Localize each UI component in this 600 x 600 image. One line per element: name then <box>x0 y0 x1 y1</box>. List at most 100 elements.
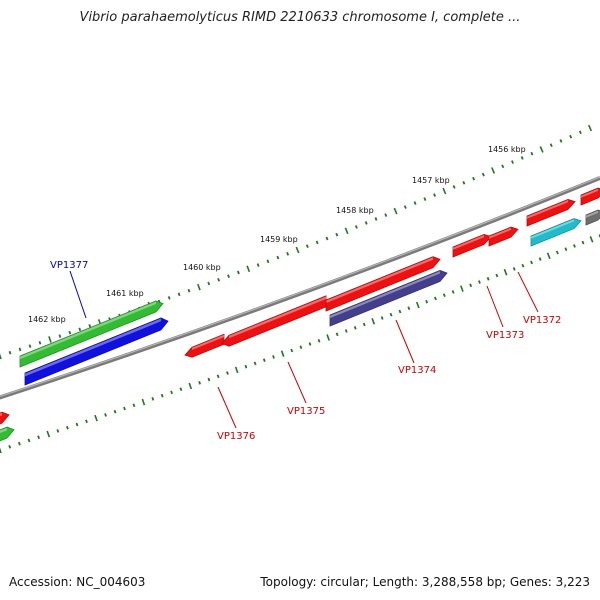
inner-tick <box>326 334 330 341</box>
outer-tick <box>559 139 563 143</box>
leader-line <box>517 271 539 313</box>
inner-tick <box>589 236 594 243</box>
gene-blue-lower[interactable] <box>24 317 169 386</box>
inner-tick <box>94 414 98 422</box>
outer-tick <box>374 217 378 221</box>
outer-tick <box>384 213 388 217</box>
outer-tick <box>295 246 300 254</box>
gene-red-upper-right[interactable] <box>526 198 576 227</box>
scale-label-1457: 1457 kbp <box>412 176 450 185</box>
gene-cyan-lower[interactable] <box>530 218 582 247</box>
outer-tick <box>58 334 62 338</box>
outer-tick <box>197 283 201 291</box>
inner-tick <box>530 260 533 265</box>
inner-tick <box>141 398 146 406</box>
inner-tick <box>132 403 136 408</box>
map-title: Vibrio parahaemolyticus RIMD 2210633 chr… <box>79 10 521 25</box>
leader-line <box>69 270 87 319</box>
outer-tick <box>18 347 22 352</box>
inner-tick <box>512 267 516 271</box>
inner-tick <box>85 419 88 424</box>
gene-features[interactable] <box>0 187 600 443</box>
gene-green-edge-left[interactable] <box>0 426 15 443</box>
gene-vp1373-red[interactable] <box>452 233 492 258</box>
inner-tick <box>425 299 429 304</box>
outer-tick <box>315 240 319 245</box>
outer-tick <box>28 344 32 348</box>
backbone-line <box>0 176 600 400</box>
outer-tick <box>217 277 221 282</box>
leader-line <box>217 386 237 429</box>
inner-tick <box>564 247 568 252</box>
inner-tick <box>398 309 402 314</box>
inner-tick <box>151 397 155 401</box>
outer-tick <box>569 134 573 139</box>
outer-tick <box>403 205 407 209</box>
inner-tick <box>521 263 525 268</box>
inner-tick <box>371 318 376 325</box>
inner-tick <box>262 358 266 362</box>
outer-tick <box>187 288 191 293</box>
inner-tick <box>299 345 303 349</box>
inner-tick <box>253 361 257 366</box>
outer-tick <box>207 281 211 286</box>
inner-tick <box>198 381 201 385</box>
outer-tick <box>88 324 92 328</box>
inner-tick <box>272 355 275 359</box>
inner-tick <box>46 430 51 438</box>
outer-tick <box>78 327 82 332</box>
leader-line <box>486 285 504 328</box>
outer-tick <box>286 251 290 256</box>
leader-line <box>287 361 307 404</box>
outer-tick <box>539 146 544 153</box>
inner-tick <box>8 445 12 449</box>
gene-vp1377-green[interactable] <box>19 300 164 368</box>
gene-vp1372-red[interactable] <box>488 226 519 247</box>
outer-tick <box>276 255 280 260</box>
gene-label-vp1374[interactable]: VP1374 <box>398 365 436 376</box>
topology-stats: Topology: circular; Length: 3,288,558 bp… <box>260 575 590 589</box>
gene-label-vp1375[interactable]: VP1375 <box>287 406 325 417</box>
gene-gray-edge[interactable] <box>585 209 600 226</box>
inner-tick <box>123 406 126 411</box>
inner-tick <box>317 338 321 343</box>
outer-tick <box>511 160 514 164</box>
gene-vp1375-red[interactable] <box>221 295 327 347</box>
inner-tick <box>216 374 220 379</box>
backbone-highlight <box>0 176 600 398</box>
gene-label-vp1376[interactable]: VP1376 <box>217 431 255 442</box>
scale-label-1461: 1461 kbp <box>106 289 144 298</box>
inner-tick <box>581 240 585 245</box>
outer-tick <box>256 263 260 267</box>
scale-label-1460: 1460 kbp <box>183 263 221 272</box>
inner-tick <box>290 348 294 353</box>
scale-label-1462: 1462 kbp <box>28 315 66 324</box>
gene-red-edge-left[interactable] <box>0 411 10 426</box>
outer-tick <box>344 227 349 235</box>
inner-tick <box>353 325 357 330</box>
outer-tick <box>167 296 171 300</box>
inner-tick <box>207 377 211 382</box>
gene-label-vp1373[interactable]: VP1373 <box>486 330 524 341</box>
gene-red-edge-upper[interactable] <box>580 187 600 206</box>
gene-navy-lower[interactable] <box>329 269 448 327</box>
outer-tick <box>305 244 309 249</box>
outer-tick <box>433 193 437 197</box>
outer-tick <box>481 172 485 177</box>
outer-tick <box>520 156 524 160</box>
outer-tick <box>462 181 466 185</box>
outer-tick <box>393 207 398 215</box>
gene-vp1374-red[interactable] <box>325 256 441 312</box>
accession-text: Accession: NC_004603 <box>9 575 146 589</box>
gene-vp1376-red[interactable] <box>184 333 225 358</box>
label-leader-lines <box>69 270 539 429</box>
outer-tick <box>423 197 427 201</box>
outer-tick <box>578 130 582 135</box>
outer-tick <box>472 176 476 181</box>
inner-tick <box>573 244 576 248</box>
outer-tick <box>501 164 505 169</box>
inner-tick <box>104 413 107 417</box>
gene-label-vp1372[interactable]: VP1372 <box>523 315 561 326</box>
gene-label-vp1377[interactable]: VP1377 <box>50 260 88 271</box>
